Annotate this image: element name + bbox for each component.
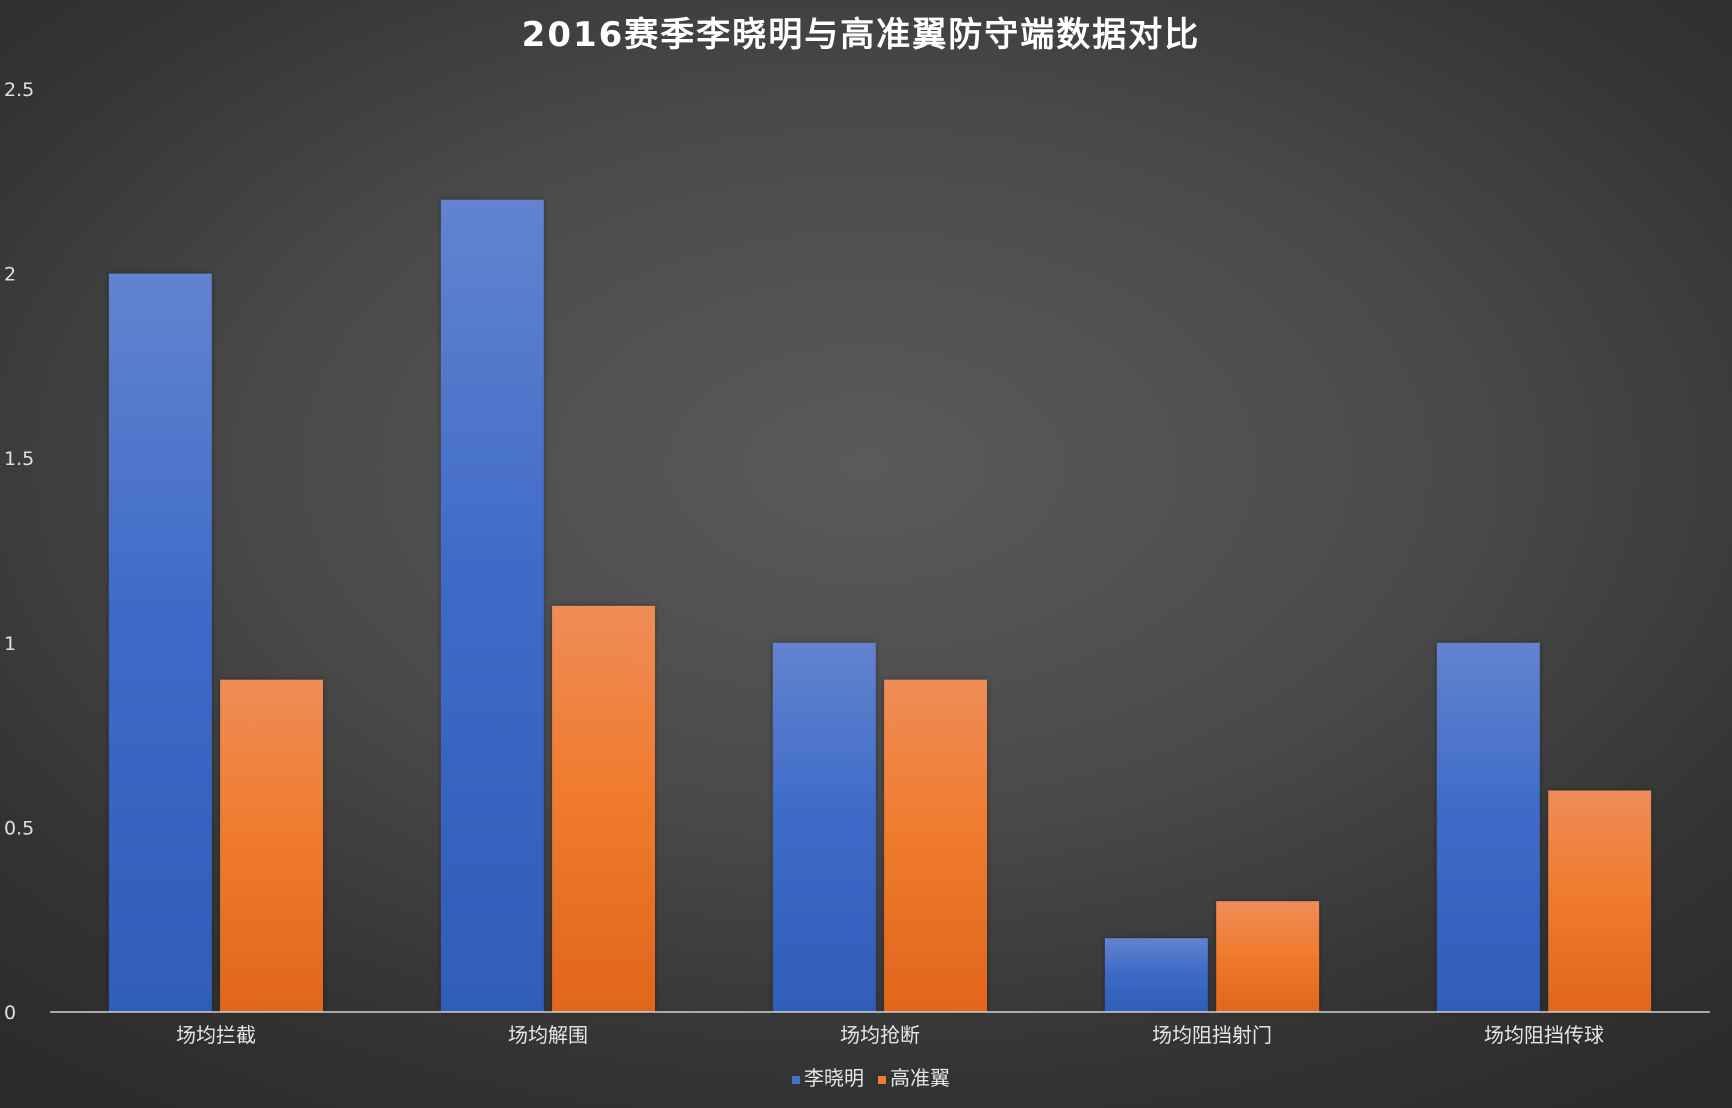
legend-swatch-1 bbox=[792, 1076, 800, 1084]
x-category-label: 场均抢断 bbox=[840, 1023, 920, 1047]
legend-label-1[interactable]: 李晓明 bbox=[804, 1066, 864, 1090]
bar-series1-1[interactable] bbox=[440, 199, 544, 1013]
legend-swatch-2 bbox=[878, 1076, 886, 1084]
y-tick-label: 2.5 bbox=[4, 79, 34, 101]
x-category-label: 场均阻挡传球 bbox=[1484, 1023, 1604, 1047]
bar-series2-3[interactable] bbox=[1216, 901, 1320, 1012]
legend: 李晓明 高准翼 bbox=[792, 1066, 950, 1090]
bar-series1-4[interactable] bbox=[1436, 642, 1540, 1012]
legend-label-2[interactable]: 高准翼 bbox=[890, 1066, 950, 1090]
bar-series2-1[interactable] bbox=[552, 605, 655, 1012]
y-tick-label: 1.5 bbox=[4, 448, 34, 470]
bar-series1-2[interactable] bbox=[772, 642, 876, 1012]
bars-group bbox=[108, 199, 1652, 1013]
y-tick-label: 0.5 bbox=[4, 817, 34, 839]
chart-title: 2016赛季李晓明与高准翼防守端数据对比 bbox=[522, 15, 1201, 55]
bar-series2-4[interactable] bbox=[1548, 790, 1652, 1013]
x-axis: 场均拦截 场均解围 场均抢断 场均阻挡射门 场均阻挡传球 bbox=[176, 1023, 1604, 1047]
y-tick-label: 0 bbox=[4, 1002, 16, 1024]
bar-series1-0[interactable] bbox=[108, 273, 212, 1013]
bar-series2-0[interactable] bbox=[220, 679, 323, 1012]
bar-series1-3[interactable] bbox=[1104, 938, 1208, 1012]
y-axis: 0 0.5 1 1.5 2 2.5 bbox=[4, 79, 34, 1024]
y-tick-label: 1 bbox=[4, 633, 16, 655]
bar-series2-2[interactable] bbox=[884, 679, 987, 1012]
x-category-label: 场均阻挡射门 bbox=[1152, 1023, 1272, 1047]
x-category-label: 场均解围 bbox=[508, 1023, 588, 1047]
x-category-label: 场均拦截 bbox=[176, 1023, 256, 1047]
y-tick-label: 2 bbox=[4, 264, 16, 286]
